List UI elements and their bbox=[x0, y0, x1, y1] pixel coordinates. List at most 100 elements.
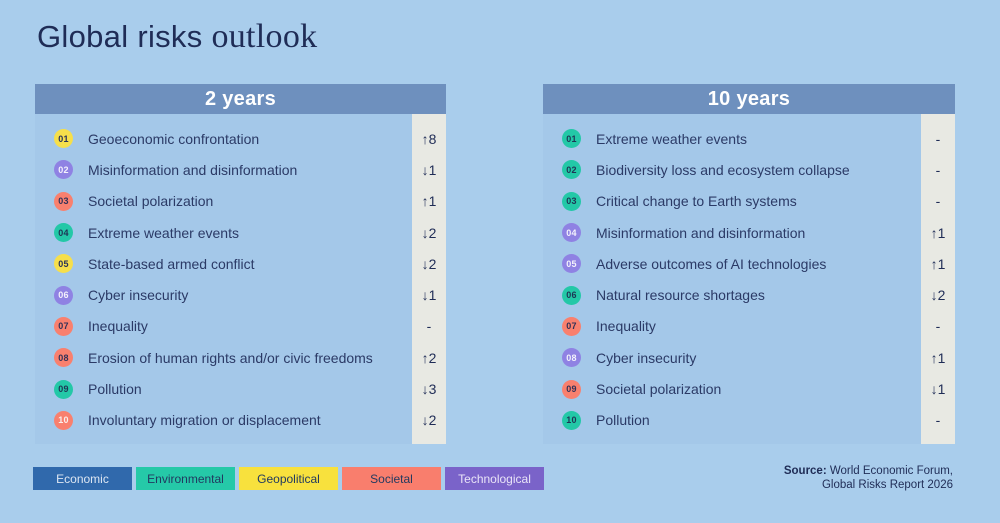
risk-label: Inequality bbox=[88, 318, 148, 335]
rank-change: ↓2 bbox=[930, 287, 946, 304]
risk-label: Extreme weather events bbox=[88, 224, 239, 241]
rank-change: ↑1 bbox=[421, 193, 437, 210]
rank-change: - bbox=[935, 193, 941, 210]
rank-badge: 01 bbox=[562, 129, 581, 149]
rank-change: ↑2 bbox=[421, 349, 437, 366]
source-line-2: Global Risks Report 2026 bbox=[821, 479, 953, 491]
legend-item-environmental: Environmental bbox=[136, 467, 235, 490]
legend-item-societal: Societal bbox=[342, 467, 441, 490]
rank-change: - bbox=[935, 130, 941, 147]
panel-2-years-body: 01 Geoeconomic confrontation ↑8 02 Misin… bbox=[35, 114, 446, 444]
page-title-sans: Global risks bbox=[37, 19, 212, 54]
risk-label: Pollution bbox=[596, 412, 650, 429]
rank-badge: 02 bbox=[562, 160, 581, 180]
risk-row: 06 Natural resource shortages ↓2 bbox=[543, 279, 955, 310]
category-legend: Economic Environmental Geopolitical Soci… bbox=[33, 467, 544, 490]
rank-change: ↓1 bbox=[930, 381, 946, 398]
rank-badge: 05 bbox=[562, 254, 581, 274]
risk-label: Biodiversity loss and ecosystem collapse bbox=[596, 161, 850, 178]
risk-label: Critical change to Earth systems bbox=[596, 193, 797, 210]
rank-badge: 02 bbox=[54, 160, 73, 180]
rank-change: ↓2 bbox=[421, 255, 437, 272]
rank-change: ↑1 bbox=[930, 349, 946, 366]
risk-row: 01 Geoeconomic confrontation ↑8 bbox=[35, 123, 446, 154]
rank-badge: 07 bbox=[54, 316, 73, 336]
risk-row: 07 Inequality - bbox=[35, 311, 446, 342]
risk-row: 02 Biodiversity loss and ecosystem colla… bbox=[543, 154, 955, 185]
risk-label: Natural resource shortages bbox=[596, 287, 765, 304]
rank-badge: 09 bbox=[562, 379, 581, 399]
legend-item-economic: Economic bbox=[33, 467, 132, 490]
risk-row: 04 Misinformation and disinformation ↑1 bbox=[543, 217, 955, 248]
source-credit: Source: World Economic Forum, Global Ris… bbox=[784, 464, 953, 492]
rank-badge: 04 bbox=[54, 223, 73, 243]
rank-badge: 08 bbox=[54, 348, 73, 368]
rank-change-column bbox=[921, 114, 955, 444]
rank-change: - bbox=[935, 412, 941, 429]
risk-row: 05 State-based armed conflict ↓2 bbox=[35, 248, 446, 279]
risk-row: 06 Cyber insecurity ↓1 bbox=[35, 279, 446, 310]
rank-change: ↓2 bbox=[421, 412, 437, 429]
rank-change: ↓2 bbox=[421, 224, 437, 241]
rank-change: - bbox=[935, 161, 941, 178]
risk-row: 01 Extreme weather events - bbox=[543, 123, 955, 154]
risk-row: 02 Misinformation and disinformation ↓1 bbox=[35, 154, 446, 185]
rank-change: ↓1 bbox=[421, 287, 437, 304]
rank-badge: 05 bbox=[54, 254, 73, 274]
rank-badge: 06 bbox=[562, 285, 581, 305]
risk-row: 08 Cyber insecurity ↑1 bbox=[543, 342, 955, 373]
risk-row: 08 Erosion of human rights and/or civic … bbox=[35, 342, 446, 373]
rank-badge: 09 bbox=[54, 379, 73, 399]
risk-label: Societal polarization bbox=[88, 193, 214, 210]
risk-row: 05 Adverse outcomes of AI technologies ↑… bbox=[543, 248, 955, 279]
risk-row: 03 Critical change to Earth systems - bbox=[543, 186, 955, 217]
panel-2-years-header: 2 years bbox=[35, 84, 446, 114]
risk-label: Geoeconomic confrontation bbox=[88, 130, 260, 147]
risk-label: Erosion of human rights and/or civic fre… bbox=[88, 349, 373, 366]
rank-change: ↓3 bbox=[421, 381, 437, 398]
risk-label: Cyber insecurity bbox=[596, 349, 697, 366]
risk-label: Cyber insecurity bbox=[88, 287, 189, 304]
rank-badge: 03 bbox=[562, 191, 581, 211]
risk-row: 09 Societal polarization ↓1 bbox=[543, 373, 955, 404]
legend-item-geopolitical: Geopolitical bbox=[239, 467, 338, 490]
legend-item-technological: Technological bbox=[445, 467, 544, 490]
rank-badge: 08 bbox=[562, 348, 581, 368]
risk-label: Extreme weather events bbox=[596, 130, 747, 147]
source-text: World Economic Forum, bbox=[826, 465, 953, 477]
rank-badge: 06 bbox=[54, 285, 73, 305]
rank-badge: 01 bbox=[54, 129, 73, 149]
risk-label: Pollution bbox=[88, 381, 142, 398]
risk-label: Adverse outcomes of AI technologies bbox=[596, 255, 827, 272]
risk-label: Involuntary migration or displacement bbox=[88, 412, 321, 429]
risk-label: State-based armed conflict bbox=[88, 255, 255, 272]
page-title-serif: outlook bbox=[211, 18, 318, 55]
panel-10-years: 10 years 01 Extreme weather events - 02 … bbox=[543, 84, 955, 444]
risk-row: 03 Societal polarization ↑1 bbox=[35, 186, 446, 217]
risk-row: 07 Inequality - bbox=[543, 311, 955, 342]
risk-row: 04 Extreme weather events ↓2 bbox=[35, 217, 446, 248]
rank-badge: 10 bbox=[562, 410, 581, 430]
rank-change: ↑1 bbox=[930, 255, 946, 272]
risk-label: Inequality bbox=[596, 318, 656, 335]
panel-10-years-body: 01 Extreme weather events - 02 Biodivers… bbox=[543, 114, 955, 444]
rank-badge: 10 bbox=[54, 410, 73, 430]
rank-change: ↑1 bbox=[930, 224, 946, 241]
panel-10-years-header: 10 years bbox=[543, 84, 955, 114]
rank-change: ↓1 bbox=[421, 161, 437, 178]
rank-change: ↑8 bbox=[421, 130, 437, 147]
risk-label: Societal polarization bbox=[596, 381, 722, 398]
rank-badge: 07 bbox=[562, 316, 581, 336]
rank-badge: 03 bbox=[54, 191, 73, 211]
risk-row: 10 Involuntary migration or displacement… bbox=[35, 405, 446, 436]
source-label: Source: bbox=[783, 465, 827, 477]
risk-label: Misinformation and disinformation bbox=[596, 224, 806, 241]
page-title: Global risks outlook bbox=[37, 18, 317, 56]
panel-2-years: 2 years 01 Geoeconomic confrontation ↑8 … bbox=[35, 84, 446, 444]
risk-label: Misinformation and disinformation bbox=[88, 161, 298, 178]
rank-badge: 04 bbox=[562, 223, 581, 243]
risk-row: 09 Pollution ↓3 bbox=[35, 373, 446, 404]
rank-change: - bbox=[935, 318, 941, 335]
rank-change: - bbox=[426, 318, 432, 335]
